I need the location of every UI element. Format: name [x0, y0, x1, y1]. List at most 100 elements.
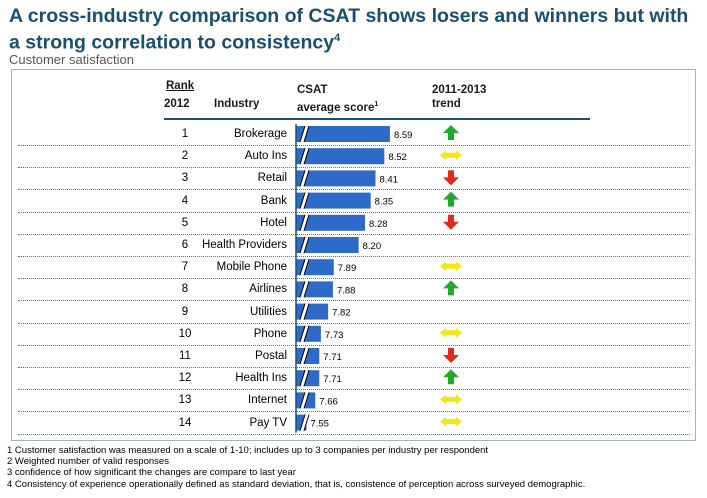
value-label: 7.71 — [323, 374, 342, 385]
axis-break-line — [299, 192, 306, 209]
industry-label: Hotel — [260, 216, 287, 229]
row-divider — [18, 256, 690, 257]
industry-label: Postal — [255, 350, 287, 362]
value-label: 7.73 — [325, 330, 344, 341]
axis-break-line — [299, 259, 306, 276]
axis-break-line — [303, 214, 310, 231]
axis-break-mark — [300, 281, 309, 298]
axis-break-line — [299, 325, 306, 342]
industry-label: Health Providers — [201, 239, 287, 251]
industry-label: Phone — [253, 327, 287, 340]
table-row: 11 Postal — [0, 346, 707, 368]
trend-down-arrow-icon — [443, 214, 459, 230]
bar — [296, 126, 390, 142]
axis-break-line — [299, 281, 306, 298]
axis-break-line — [299, 148, 306, 165]
industry-label: Auto Ins — [244, 150, 287, 163]
bar-chart: 8.59 8.52 8.41 8.35 8.28 8.20 7.89 7.88 7.82 7.73… — [295, 124, 462, 433]
row-divider — [18, 233, 690, 235]
rank-label: 11 — [179, 350, 191, 362]
axis-break-mark — [300, 214, 309, 231]
row-divider — [18, 300, 690, 302]
rank-label: 12 — [178, 372, 192, 385]
axis-break-mark — [300, 148, 309, 165]
rank-label: 14 — [178, 416, 192, 429]
industry-label: Internet — [248, 394, 287, 407]
table-row: 10 Phone — [0, 324, 707, 346]
axis-break-line — [303, 148, 310, 165]
value-label: 7.82 — [332, 308, 351, 319]
trend-up-arrow-icon — [443, 191, 459, 207]
axis-break-mark — [300, 170, 309, 187]
axis-break-mark — [300, 303, 309, 320]
row-divider — [18, 211, 690, 213]
value-label: 7.89 — [338, 263, 357, 274]
row-divider — [18, 322, 690, 324]
trend-up-arrow-icon — [443, 280, 459, 296]
table-row: 6 Health Providers — [0, 235, 707, 257]
header-rank: Rank — [166, 80, 195, 92]
row-divider — [18, 189, 690, 191]
trend-flat-arrow-icon — [440, 394, 462, 405]
axis-break-mark — [300, 370, 309, 387]
page-title: A cross-industry comparison of CSAT show… — [9, 5, 689, 54]
value-label: 8.28 — [369, 219, 388, 230]
industry-label: Mobile Phone — [216, 261, 287, 274]
header-csat-average: average score1 — [297, 101, 379, 114]
header-trend: trend — [432, 98, 461, 110]
row-divider — [18, 433, 690, 435]
bar — [296, 237, 359, 253]
table-row: 7 Mobile Phone — [0, 257, 707, 280]
row-divider — [18, 145, 690, 146]
axis-break-line — [299, 347, 306, 365]
axis-break-line — [303, 414, 310, 431]
axis-break-line — [303, 125, 310, 143]
axis-break-mark — [300, 414, 309, 431]
rank-label: 6 — [181, 239, 189, 251]
trend-flat-arrow-icon — [440, 327, 462, 338]
axis-break-line — [303, 325, 310, 342]
rank-label: 3 — [181, 172, 189, 185]
table-row: 12 Health Ins — [0, 368, 707, 391]
table-row: 5 Hotel — [0, 213, 707, 235]
rank-label: 10 — [178, 327, 192, 340]
value-label: 8.35 — [375, 197, 394, 208]
axis-break-line — [303, 236, 310, 254]
axis-break-line — [303, 303, 310, 320]
table-row: 14 Pay TV — [0, 413, 707, 435]
value-label: 8.20 — [363, 241, 382, 252]
header-rule — [164, 118, 590, 120]
axis-break-line — [303, 370, 310, 387]
value-label: 7.71 — [323, 352, 342, 363]
footnote-1: 1 Customer satisfaction was measured on … — [7, 445, 489, 456]
axis-break-mark — [300, 237, 309, 253]
footnote-4: 4 Consistency of experience operationall… — [7, 478, 586, 490]
rank-label: 5 — [181, 216, 189, 229]
trend-flat-arrow-icon — [440, 261, 462, 272]
footnotes: 1 Customer satisfaction was measured on … — [7, 445, 702, 490]
axis-break-line — [303, 170, 310, 187]
axis-break-line — [303, 259, 310, 276]
footnote-2: 2 Weighted number of valid responses — [7, 456, 169, 468]
footnote-3: 3 confidence of how significant the chan… — [7, 467, 296, 479]
row-divider — [18, 367, 690, 368]
rank-label: 4 — [181, 194, 189, 207]
table-row: 9 Utilities — [0, 302, 707, 324]
axis-break-mark — [300, 126, 309, 142]
axis-break-line — [299, 125, 306, 143]
axis-break-line — [299, 214, 306, 231]
trend-up-arrow-icon — [443, 125, 459, 140]
industry-label: Brokerage — [233, 128, 287, 140]
header-industry: Industry — [214, 98, 260, 110]
page-subtitle: Customer satisfaction — [9, 52, 134, 67]
value-label: 7.55 — [310, 419, 329, 430]
value-label: 8.59 — [394, 130, 413, 141]
axis-break-line — [303, 281, 310, 298]
bar — [296, 214, 366, 231]
axis-break-line — [299, 236, 306, 254]
axis-break-line — [303, 192, 310, 209]
axis-break-line — [299, 392, 306, 409]
table-row: 1 Brokerage — [0, 124, 707, 146]
industry-label: Health Ins — [235, 372, 287, 385]
industry-label: Bank — [260, 194, 287, 207]
